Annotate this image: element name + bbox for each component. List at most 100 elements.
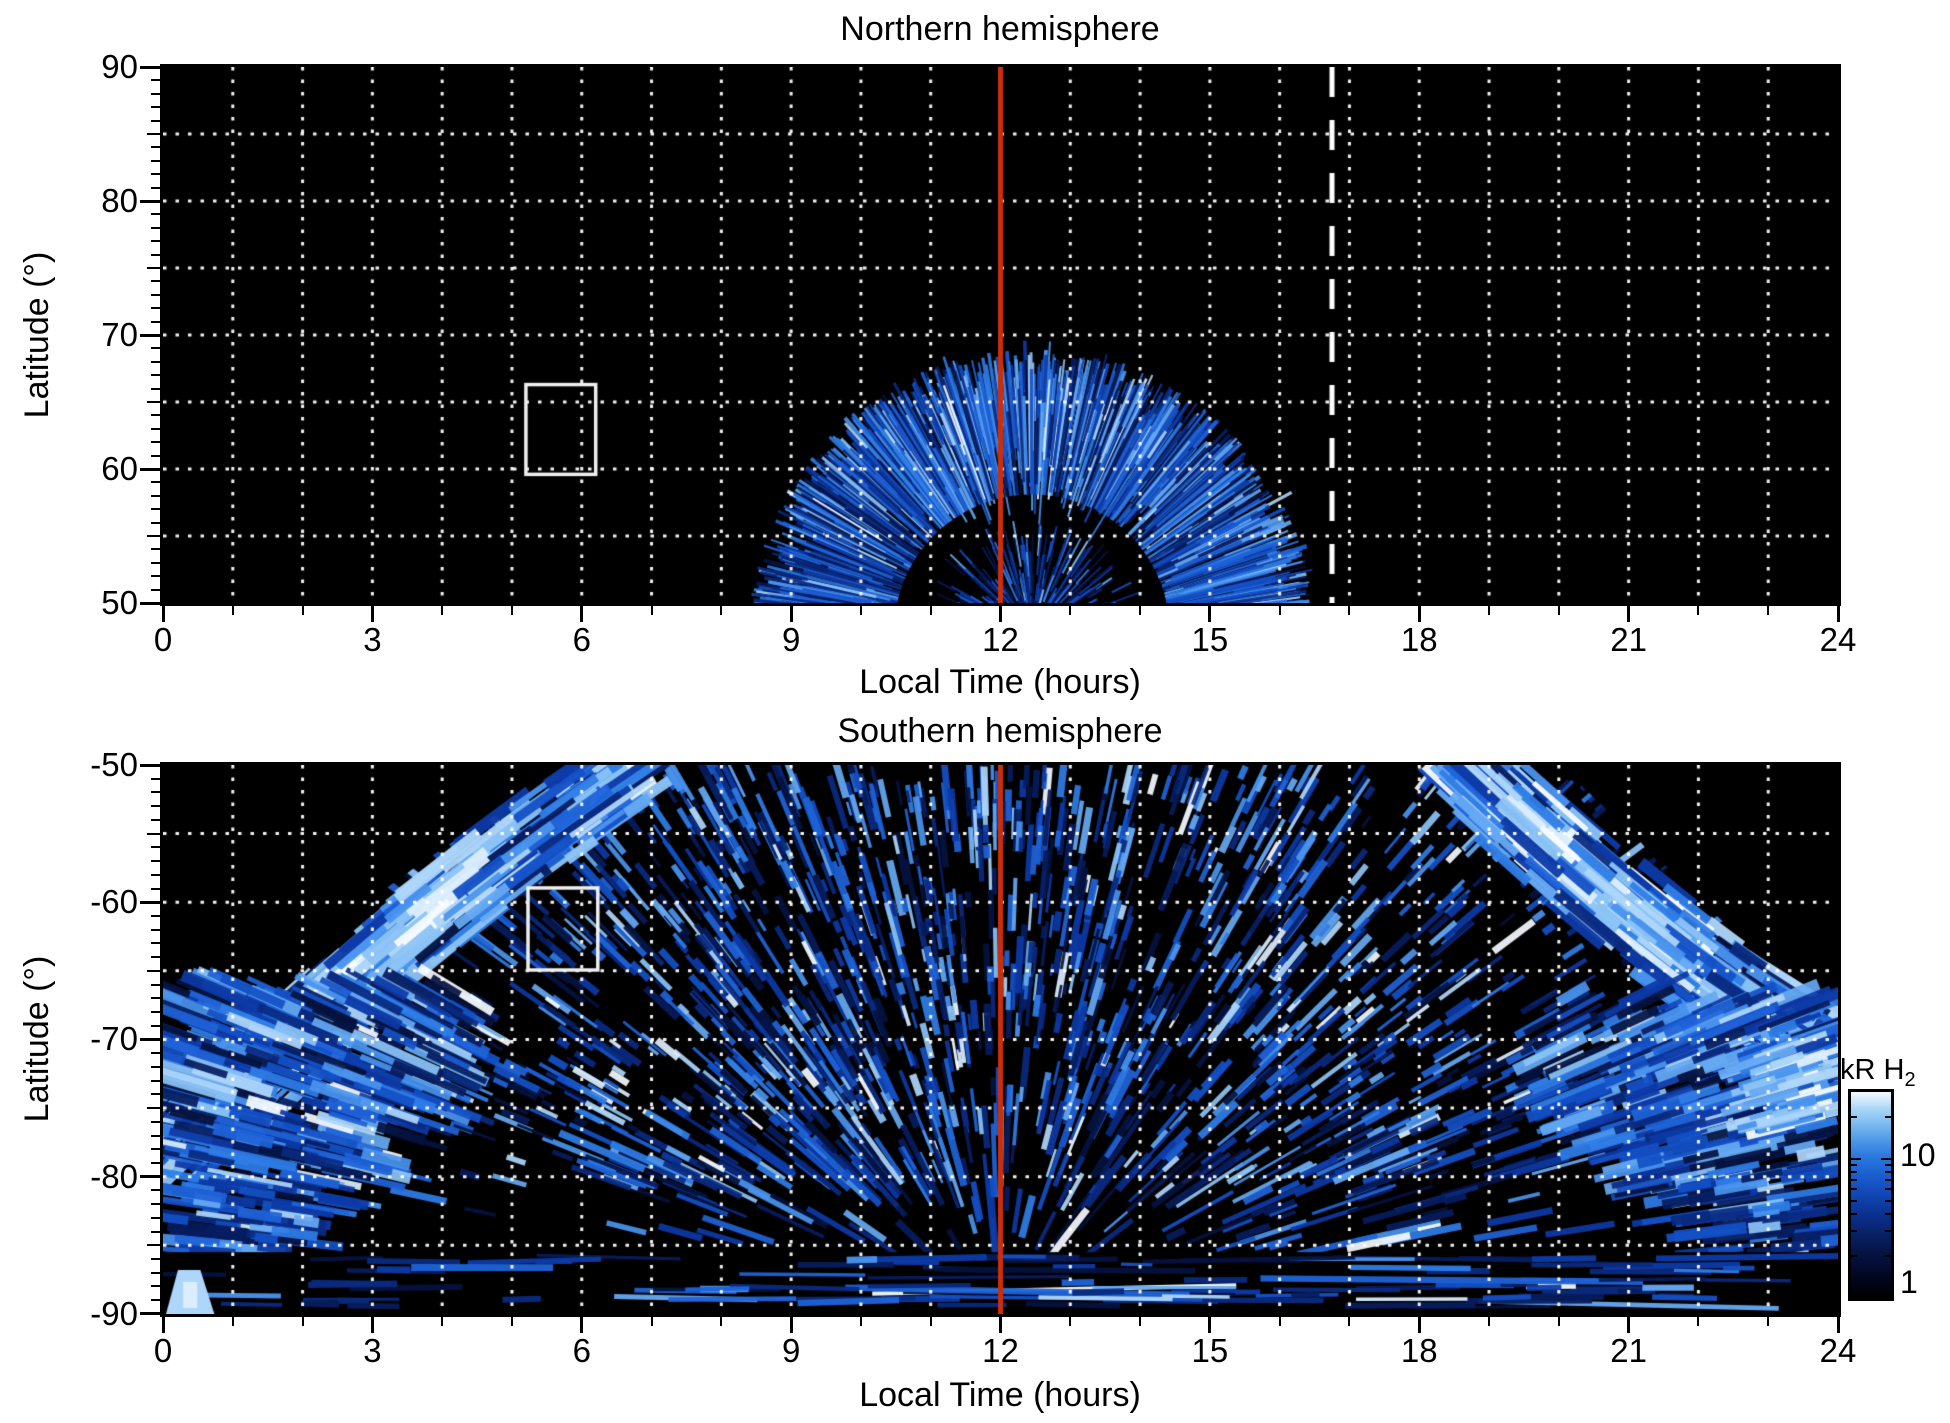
colorbar-tick [1851, 1179, 1857, 1182]
x-tick [231, 606, 234, 615]
x-tick [510, 1317, 513, 1326]
y-tick [151, 846, 160, 849]
y-tick [151, 119, 160, 122]
y-tick [151, 928, 160, 931]
y-tick [151, 1065, 160, 1068]
y-tick [140, 900, 160, 904]
y-tick [151, 508, 160, 511]
colorbar-tick [1851, 1188, 1857, 1191]
y-tick [151, 481, 160, 484]
x-tick-label: 9 [781, 621, 801, 658]
x-tick [1139, 1317, 1142, 1326]
x-tick-label: 3 [363, 621, 382, 658]
x-tick [650, 1317, 653, 1326]
y-tick [147, 1244, 160, 1247]
colorbar-tick [1851, 1163, 1857, 1166]
x-tick [1627, 1317, 1631, 1333]
y-tick [151, 387, 160, 390]
y-tick [151, 1148, 160, 1151]
y-tick [151, 240, 160, 243]
y-tick [151, 1271, 160, 1274]
y-tick [151, 1285, 160, 1288]
x-tick [1069, 606, 1072, 615]
y-tick-label: 90 [101, 48, 138, 85]
x-tick [370, 606, 374, 622]
y-tick [151, 1134, 160, 1137]
y-tick [140, 1037, 160, 1041]
y-tick [151, 226, 160, 229]
north-xaxis-title: Local Time (hours) [859, 663, 1141, 701]
y-tick [151, 414, 160, 417]
y-tick [151, 360, 160, 363]
x-tick [161, 606, 165, 622]
x-tick-label: 0 [153, 621, 173, 658]
colorbar [1848, 1089, 1894, 1301]
x-tick-label: 6 [572, 1332, 591, 1369]
y-tick [151, 1216, 160, 1219]
y-tick-label: -70 [90, 1020, 138, 1058]
y-tick [151, 106, 160, 109]
colorbar-tick [1885, 1199, 1891, 1202]
north-panel-frame [160, 64, 1841, 606]
south-panel-title: Southern hemisphere [837, 712, 1163, 750]
y-tick [140, 199, 160, 203]
y-tick [151, 427, 160, 430]
y-tick [147, 969, 160, 972]
y-tick [147, 1107, 160, 1110]
colorbar-tick-label: 1 [1900, 1264, 1918, 1300]
south-panel-frame [160, 762, 1841, 1317]
y-tick [151, 983, 160, 986]
y-tick [151, 347, 160, 350]
x-tick [929, 1317, 932, 1326]
x-tick [1278, 1317, 1281, 1326]
colorbar-tick [1881, 1157, 1891, 1160]
y-tick [147, 401, 160, 403]
colorbar-tick [1885, 1179, 1891, 1182]
y-tick [151, 1052, 160, 1055]
y-tick [151, 1230, 160, 1233]
colorbar-tick [1851, 1255, 1857, 1258]
y-tick [147, 832, 160, 835]
y-tick [151, 1203, 160, 1206]
y-tick [140, 601, 160, 605]
x-tick-label: 3 [363, 1332, 382, 1369]
y-tick [151, 92, 160, 95]
colorbar-tick [1851, 1199, 1857, 1202]
y-tick [151, 942, 160, 945]
x-tick [231, 1317, 234, 1326]
x-tick [1488, 1317, 1491, 1326]
colorbar-tick [1851, 1213, 1857, 1216]
y-tick [140, 467, 160, 471]
x-tick [1836, 606, 1840, 622]
x-tick [1557, 1317, 1560, 1326]
x-tick-label: 12 [982, 621, 1019, 658]
y-tick [151, 956, 160, 959]
x-tick [580, 1317, 584, 1333]
y-tick [151, 494, 160, 497]
y-tick [151, 1079, 160, 1082]
x-tick [301, 606, 304, 615]
x-tick [161, 1317, 165, 1333]
x-tick [1697, 606, 1700, 615]
y-tick [147, 267, 160, 269]
x-tick [1557, 606, 1560, 615]
y-tick [151, 588, 160, 591]
x-tick [1767, 1317, 1770, 1326]
x-tick [441, 606, 444, 615]
y-tick-label: 50 [101, 584, 138, 621]
y-tick [151, 320, 160, 323]
x-tick [999, 606, 1002, 622]
north-panel-title: Northern hemisphere [840, 10, 1160, 48]
x-tick [1278, 606, 1281, 615]
x-tick [301, 1317, 304, 1326]
colorbar-tick [1885, 1115, 1891, 1118]
x-tick [720, 606, 723, 615]
x-tick [999, 1317, 1002, 1333]
y-tick [151, 307, 160, 310]
y-tick [151, 293, 160, 296]
y-tick [151, 79, 160, 82]
y-tick [140, 763, 160, 767]
x-tick-label: 15 [1191, 1332, 1229, 1369]
colorbar-tick [1885, 1213, 1891, 1216]
